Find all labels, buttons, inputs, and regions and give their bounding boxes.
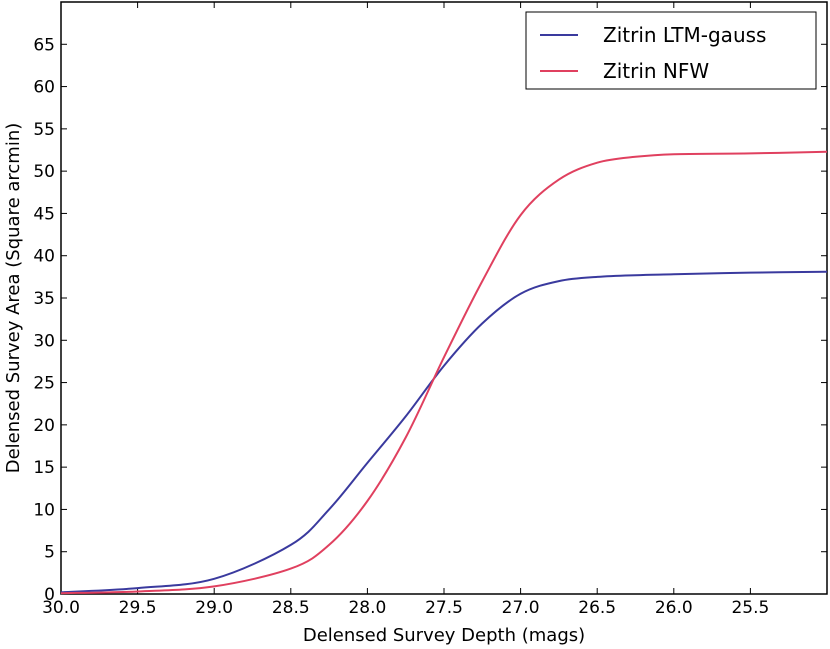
y-tick-label: 10: [33, 500, 55, 520]
y-tick-label: 50: [33, 162, 55, 182]
y-tick-label: 45: [33, 204, 55, 224]
x-tick-label: 26.5: [578, 598, 616, 618]
y-tick-label: 15: [33, 458, 55, 478]
x-tick-label: 27.5: [425, 598, 463, 618]
y-tick-label: 60: [33, 78, 55, 98]
y-tick-label: 20: [33, 416, 55, 436]
plot-area: [60, 1, 828, 595]
y-tick-label: 55: [33, 120, 55, 140]
series-lines: [60, 150, 828, 595]
y-tick-label: 25: [33, 374, 55, 394]
y-tick-label: 40: [33, 247, 55, 267]
legend: Zitrin LTM-gauss Zitrin NFW: [525, 11, 817, 90]
x-tick-label: 28.0: [348, 598, 386, 618]
y-tick-label: 65: [33, 35, 55, 55]
y-tick-label: 5: [44, 543, 55, 563]
x-tick-label: 27.0: [502, 598, 540, 618]
x-axis-label: Delensed Survey Depth (mags): [303, 625, 585, 646]
x-tick-label: 29.5: [119, 598, 157, 618]
axis-ticks: 30.0 29.5 29.0 28.5 28.0 27.5 27.0 26.5 26.0 25.5…: [33, 2, 827, 618]
x-tick-label: 28.5: [272, 598, 310, 618]
y-tick-label: 0: [44, 585, 55, 605]
x-tick-label: 30.0: [42, 598, 80, 618]
y-tick-label: 35: [33, 289, 55, 309]
series-line-1: [60, 270, 828, 594]
legend-label-1: Zitrin LTM-gauss: [603, 23, 766, 47]
x-tick-label: 25.5: [731, 598, 769, 618]
y-axis-label: Delensed Survey Area (Square arcmin): [3, 123, 24, 474]
series-line-2: [60, 150, 828, 595]
y-tick-label: 30: [33, 331, 55, 351]
legend-label-2: Zitrin NFW: [603, 59, 709, 83]
legend-box: [525, 11, 817, 90]
x-tick-label: 26.0: [655, 598, 693, 618]
x-tick-label: 29.0: [195, 598, 233, 618]
